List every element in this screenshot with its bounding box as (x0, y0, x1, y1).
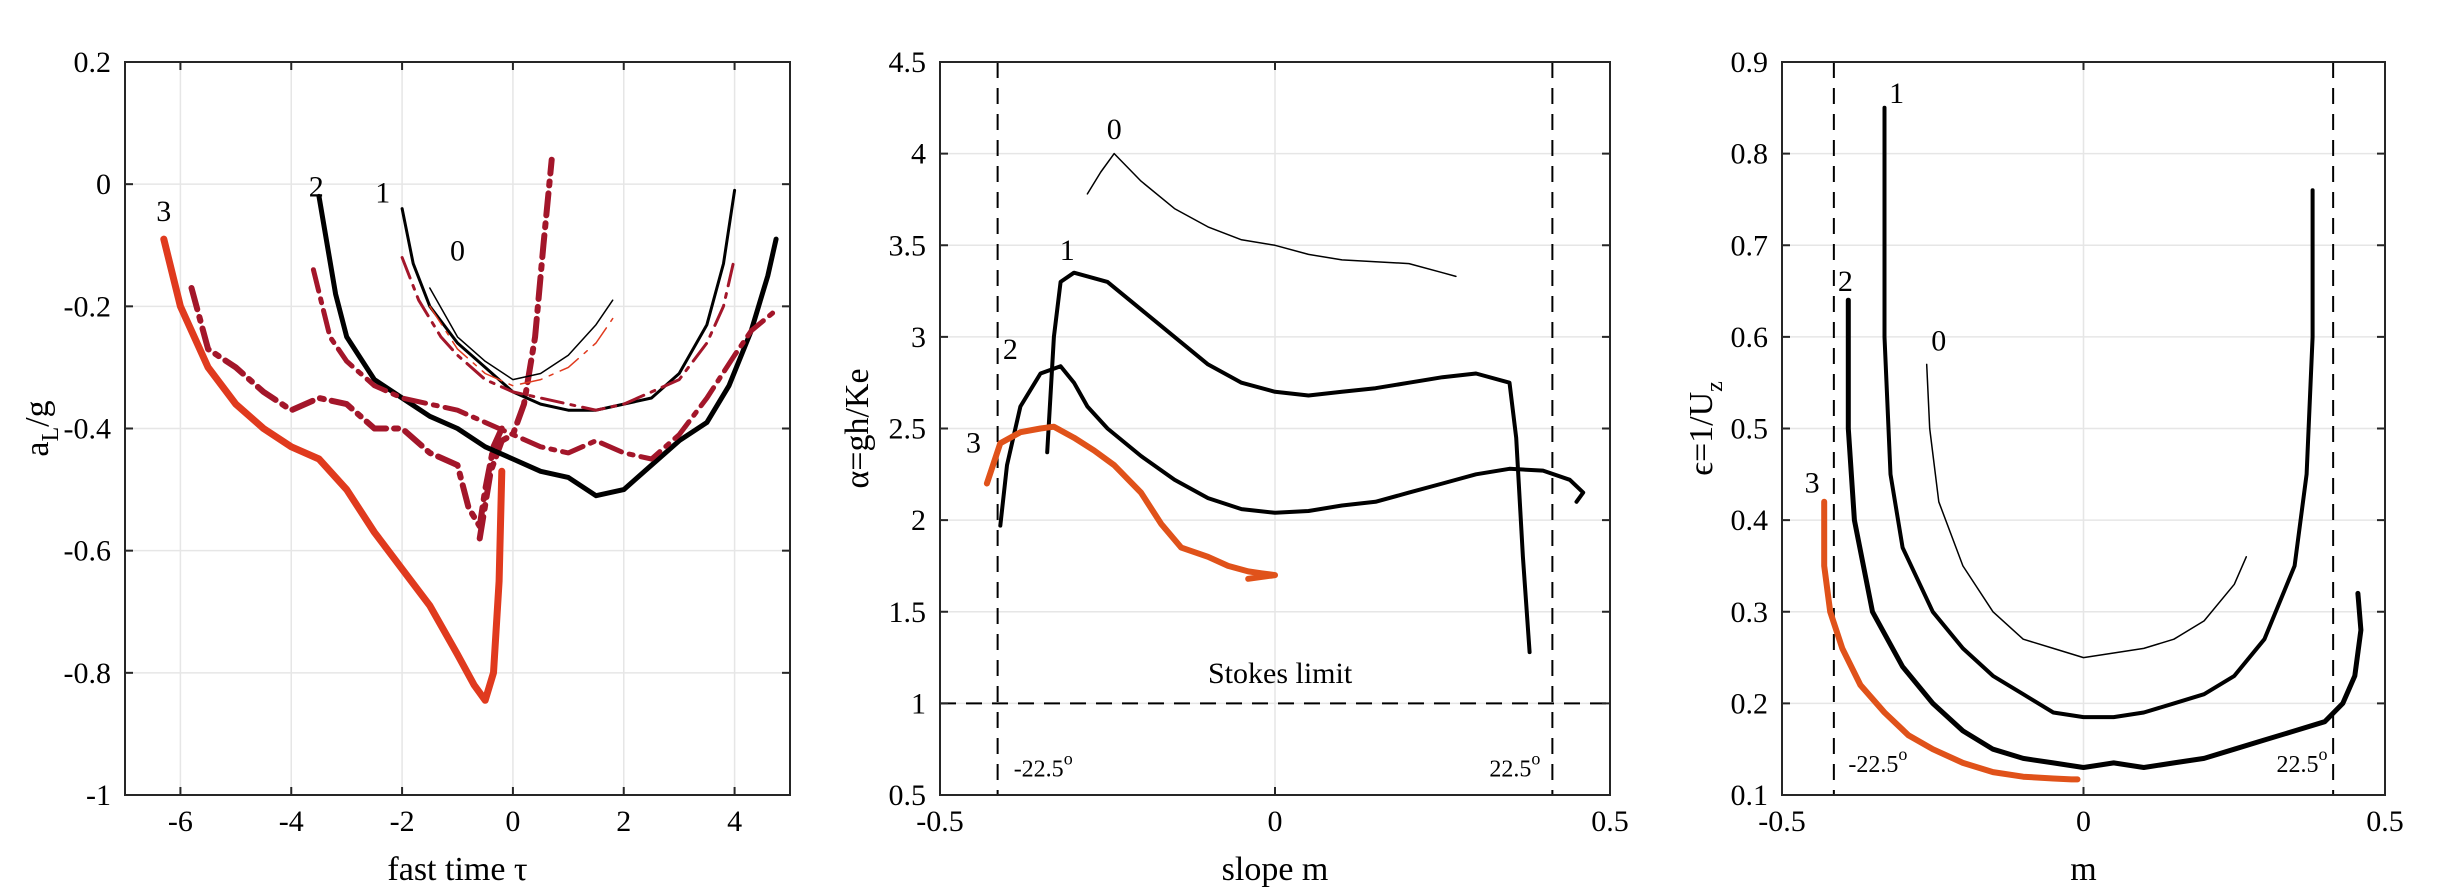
series-line-2-dashed (310, 267, 776, 462)
y-axis-label: α=gh/Ke (839, 368, 876, 488)
y-axis-label: ϵ=1/Uz (1683, 381, 1728, 476)
y-tick-label: 0.2 (74, 46, 112, 79)
y-tick-label: 0.8 (1731, 138, 1769, 171)
series-label-1: 1 (375, 176, 390, 209)
annotation-text: 22.5 (2276, 752, 2318, 778)
y-axis-label-subscript: L (38, 427, 64, 442)
series-label-3: 3 (966, 426, 981, 459)
x-tick-label: -2 (390, 805, 415, 838)
y-tick-label: 0.4 (1731, 504, 1769, 537)
series-group (983, 152, 1586, 655)
annotation-1: -22.5o (1014, 749, 1073, 783)
y-tick-label: -0.2 (64, 290, 112, 323)
x-tick-label: 2 (616, 805, 631, 838)
x-tick-label: 0 (2076, 805, 2091, 838)
x-tick-label: 0.5 (2366, 805, 2404, 838)
x-tick-label: 0 (505, 805, 520, 838)
x-tick-label: -6 (168, 805, 193, 838)
series-line-3 (160, 235, 506, 704)
y-tick-label: 0.5 (889, 779, 927, 812)
y-tick-label: 0.9 (1731, 46, 1769, 79)
y-axis-label-main: ϵ=1/U (1683, 392, 1720, 476)
y-tick-label: 2.5 (889, 413, 927, 446)
y-tick-label: 3.5 (889, 229, 927, 262)
y-tick-label: -1 (86, 779, 111, 812)
annotation-text: Stokes limit (1208, 657, 1353, 690)
x-axis-label: fast time τ (387, 851, 527, 888)
annotation-text: 22.5 (1489, 757, 1531, 783)
series-group (160, 156, 779, 704)
series-label-2: 2 (1003, 333, 1018, 366)
degree-sign: o (1064, 749, 1073, 769)
series-label-0: 0 (450, 235, 465, 268)
x-axis-label: slope m (1222, 851, 1329, 888)
y-tick-label: 0.7 (1731, 229, 1769, 262)
y-tick-label: 0 (96, 168, 111, 201)
y-tick-label: -0.8 (64, 657, 112, 690)
degree-sign: o (1898, 744, 1907, 764)
annotation-2: 22.5o (1489, 749, 1540, 783)
y-tick-label: 0.2 (1731, 687, 1769, 720)
series-line-0-dashed (429, 305, 614, 387)
y-tick-label: 0.1 (1731, 779, 1769, 812)
series-line-1 (1045, 270, 1532, 655)
y-tick-label: 4.5 (889, 46, 927, 79)
y-tick-label: -0.4 (64, 413, 112, 446)
series-label-0: 0 (1107, 113, 1122, 146)
series-line-3-spike (476, 156, 555, 542)
series-line-2 (1845, 297, 2364, 770)
y-tick-label: -0.6 (64, 535, 112, 568)
series-line-1 (400, 188, 737, 412)
series-line-3 (983, 423, 1278, 582)
series-label-1: 1 (1889, 77, 1904, 110)
series-line-3 (1821, 498, 2081, 783)
annotation-text: -22.5 (1014, 757, 1064, 783)
series-line-1-dashed (400, 256, 737, 412)
series-label-2: 2 (309, 170, 324, 203)
y-tick-label: 1 (911, 687, 926, 720)
annotation-1: 22.5o (2276, 744, 2327, 778)
y-tick-label: 0.5 (1731, 413, 1769, 446)
series-group (1821, 105, 2364, 783)
series-label-1: 1 (1060, 234, 1075, 267)
y-tick-label: 0.6 (1731, 321, 1769, 354)
x-tick-label: -4 (279, 805, 304, 838)
panel-acceleration: 3 2 1 0 -6 -4 -2 0 2 4 -1 -0.8 -0.6 -0.4 -0.2 0 0.2 fast … (19, 46, 791, 888)
y-tick-label: 3 (911, 321, 926, 354)
series-line-2 (998, 364, 1586, 528)
series-line-0 (1086, 152, 1457, 278)
x-axis-label: m (2070, 851, 2096, 888)
y-tick-label: 4 (911, 138, 926, 171)
annotation-text: -22.5 (1848, 752, 1898, 778)
x-tick-label: -0.5 (916, 805, 964, 838)
x-tick-label: 0 (1268, 805, 1283, 838)
degree-sign: o (1531, 749, 1540, 769)
y-axis-label-tail: /g (19, 400, 56, 426)
y-tick-label: 0.3 (1731, 596, 1769, 629)
annotation-0: -22.5o (1848, 744, 1907, 778)
series-line-0 (429, 287, 614, 381)
series-line-2 (316, 193, 779, 499)
degree-sign: o (2318, 744, 2327, 764)
x-tick-label: -0.5 (1758, 805, 1806, 838)
annotation-0: Stokes limit (1208, 657, 1353, 690)
x-tick-label: 0.5 (1591, 805, 1629, 838)
y-axis-label-main: a (19, 442, 56, 457)
series-label-3: 3 (1805, 467, 1820, 500)
y-tick-label: 2 (911, 504, 926, 537)
y-tick-label: 1.5 (889, 596, 927, 629)
y-axis-label: aL/g (19, 400, 64, 456)
series-label-2: 2 (1838, 265, 1853, 298)
series-label-0: 0 (1931, 325, 1946, 358)
series-line-1 (1882, 105, 2315, 720)
series-label-3: 3 (156, 195, 171, 228)
x-tick-label: 4 (727, 805, 742, 838)
series-line-0 (1925, 363, 2248, 659)
y-axis-label-subscript: z (1702, 381, 1728, 392)
